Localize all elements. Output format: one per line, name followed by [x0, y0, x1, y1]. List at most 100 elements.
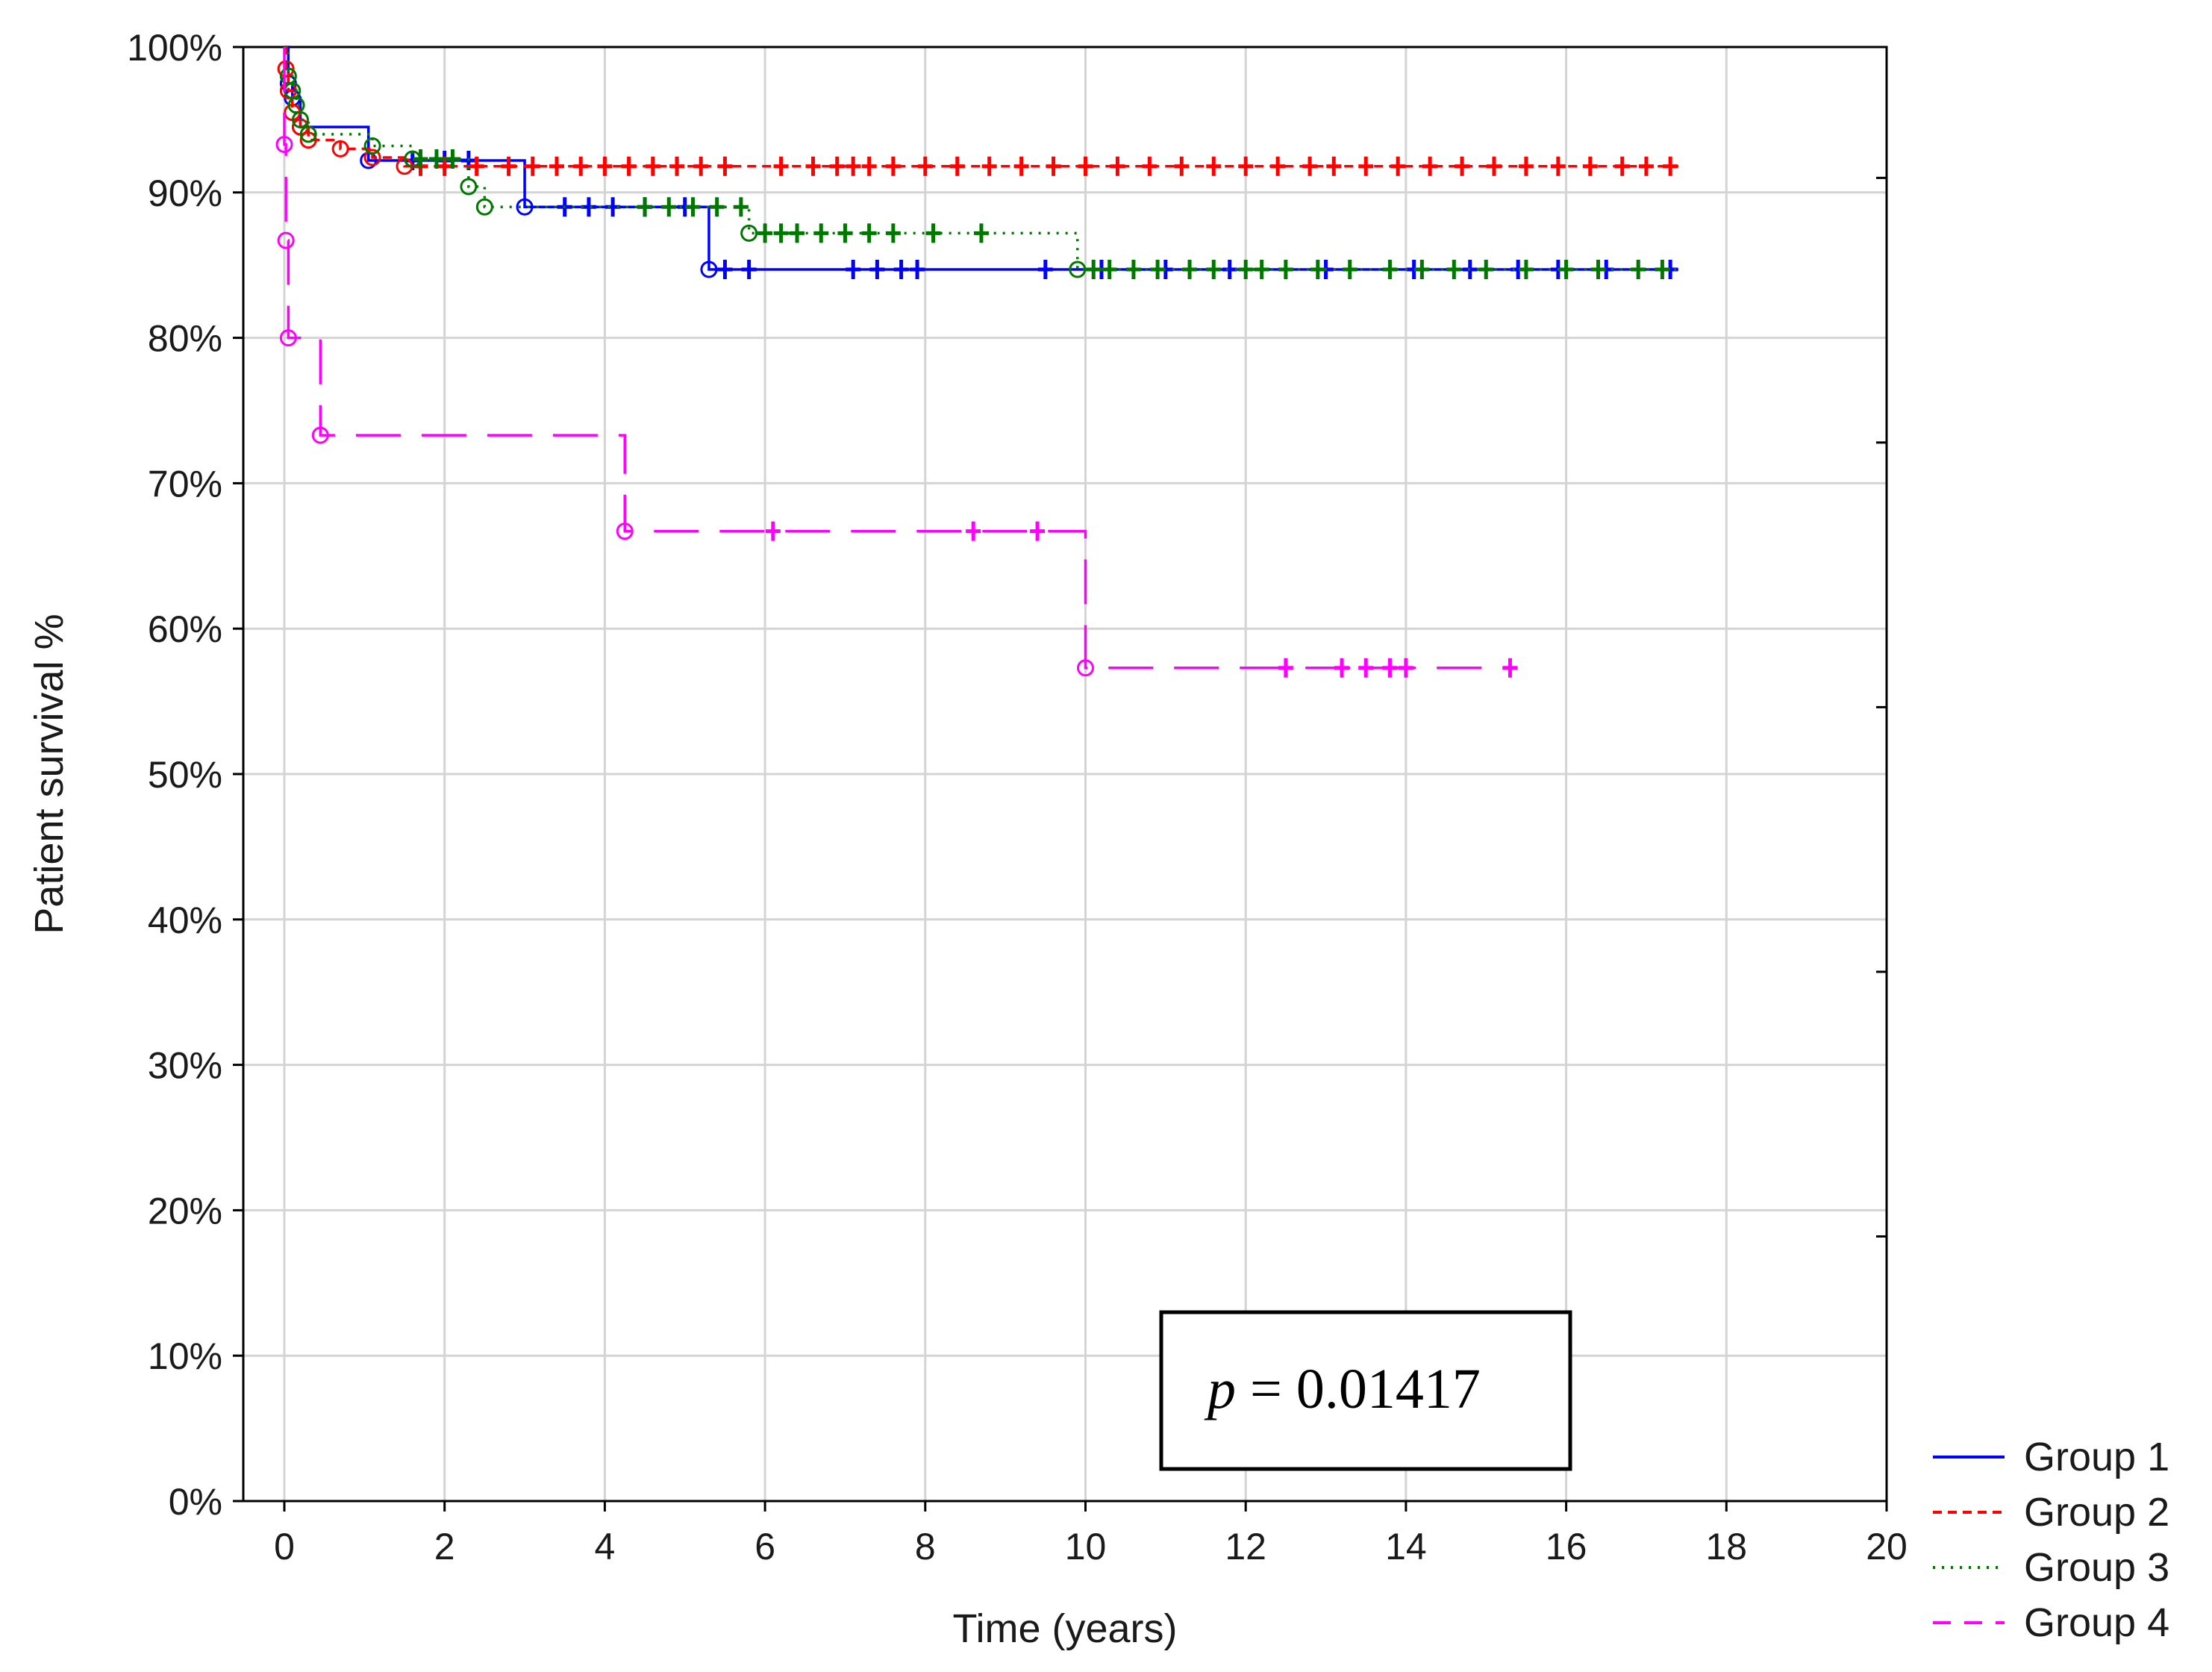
censor-marker	[621, 156, 637, 176]
censor-marker	[966, 521, 981, 541]
x-tick-label: 4	[594, 1526, 615, 1568]
grid	[243, 47, 1887, 1501]
legend-label: Group 4	[2024, 1600, 2169, 1645]
p-symbol: p	[1204, 1358, 1236, 1420]
censor-marker	[765, 521, 781, 541]
censor-marker	[1013, 156, 1029, 176]
censor-marker	[917, 156, 933, 176]
censor-marker	[1238, 260, 1254, 280]
annotation-text: p = 0.01417	[1204, 1358, 1481, 1420]
event-marker	[475, 198, 493, 216]
censor-marker	[1125, 260, 1141, 280]
censor-marker	[1414, 260, 1430, 280]
x-tick-label: 18	[1705, 1526, 1747, 1568]
y-tick-label: 40%	[148, 899, 222, 941]
censor-marker	[1614, 156, 1630, 176]
censor-marker	[1590, 260, 1606, 280]
x-tick-label: 10	[1065, 1526, 1107, 1568]
series-3	[279, 46, 1678, 280]
censor-marker	[893, 260, 909, 280]
censor-marker	[1254, 260, 1269, 280]
censor-marker	[1558, 260, 1574, 280]
censor-marker	[1278, 260, 1293, 280]
censor-marker	[413, 149, 428, 169]
censor-marker	[925, 223, 941, 243]
censor-marker	[469, 156, 484, 176]
censor-marker	[1086, 260, 1102, 280]
censor-marker	[1326, 156, 1342, 176]
event-marker	[740, 224, 758, 242]
censor-marker	[741, 260, 757, 280]
y-tick-label: 30%	[148, 1045, 222, 1087]
event-marker	[1077, 659, 1094, 677]
censor-marker	[949, 156, 965, 176]
censor-marker	[1110, 156, 1125, 176]
event-marker	[299, 125, 317, 143]
survival-curve	[284, 46, 1678, 271]
censor-marker	[1486, 156, 1502, 176]
censor-marker	[709, 197, 725, 217]
event-marker	[363, 149, 381, 166]
y-tick-label: 50%	[148, 754, 222, 796]
x-tick-label: 16	[1546, 1526, 1587, 1568]
censor-marker	[1631, 260, 1646, 280]
censor-marker	[733, 197, 749, 217]
x-tick-label: 8	[915, 1526, 936, 1568]
censor-marker	[717, 260, 733, 280]
censor-marker	[910, 260, 925, 280]
censor-marker	[1238, 156, 1254, 176]
event-marker	[460, 178, 478, 196]
censor-marker	[813, 223, 829, 243]
censor-marker	[1182, 260, 1198, 280]
censor-marker	[685, 197, 701, 217]
censor-marker	[1046, 156, 1061, 176]
x-tick-label: 20	[1866, 1526, 1908, 1568]
censor-marker	[885, 223, 901, 243]
legend-label: Group 2	[2024, 1490, 2169, 1535]
y-tick-label: 90%	[148, 172, 222, 214]
y-axis-title: Patient survival %	[27, 614, 72, 934]
censor-marker	[973, 223, 989, 243]
x-tick-label: 6	[754, 1526, 775, 1568]
series-layer	[275, 46, 1678, 678]
censor-marker	[861, 156, 877, 176]
censor-marker	[790, 223, 805, 243]
censor-marker	[1342, 260, 1357, 280]
censor-marker	[861, 223, 877, 243]
censor-marker	[1142, 156, 1157, 176]
censor-marker	[1655, 260, 1670, 280]
legend-label: Group 1	[2024, 1435, 2169, 1479]
axis-ticks: 0 2 4 6 8 10 12 14 16 18 20 0% 10% 20% 30% 40% 50% 60% 70%…	[127, 27, 1908, 1568]
legend-label: Group 3	[2024, 1545, 2169, 1590]
censor-marker	[1550, 156, 1566, 176]
censor-marker	[805, 156, 821, 176]
event-marker	[277, 231, 295, 249]
censor-marker	[1382, 658, 1398, 678]
y-tick-label: 70%	[148, 463, 222, 505]
censor-marker	[661, 197, 677, 217]
event-marker	[1069, 261, 1087, 278]
event-marker	[279, 329, 297, 347]
series-4	[275, 47, 1518, 678]
event-marker	[331, 140, 349, 157]
y-tick-label: 60%	[148, 608, 222, 650]
x-tick-label: 0	[274, 1526, 295, 1568]
censor-marker	[1206, 156, 1222, 176]
event-marker	[516, 198, 534, 216]
censor-marker	[597, 156, 613, 176]
censor-marker	[846, 260, 861, 280]
censor-marker	[437, 156, 452, 176]
censor-marker	[773, 156, 789, 176]
y-tick-label: 100%	[127, 27, 222, 69]
censor-marker	[1037, 260, 1053, 280]
censor-marker	[1278, 658, 1293, 678]
censor-marker	[1334, 658, 1350, 678]
censor-marker	[1638, 156, 1654, 176]
censor-marker	[1206, 260, 1222, 280]
x-tick-label: 12	[1225, 1526, 1266, 1568]
censor-marker	[717, 156, 733, 176]
censor-marker	[1446, 260, 1462, 280]
censor-marker	[1030, 521, 1046, 541]
censor-marker	[645, 156, 660, 176]
censor-marker	[1518, 260, 1534, 280]
